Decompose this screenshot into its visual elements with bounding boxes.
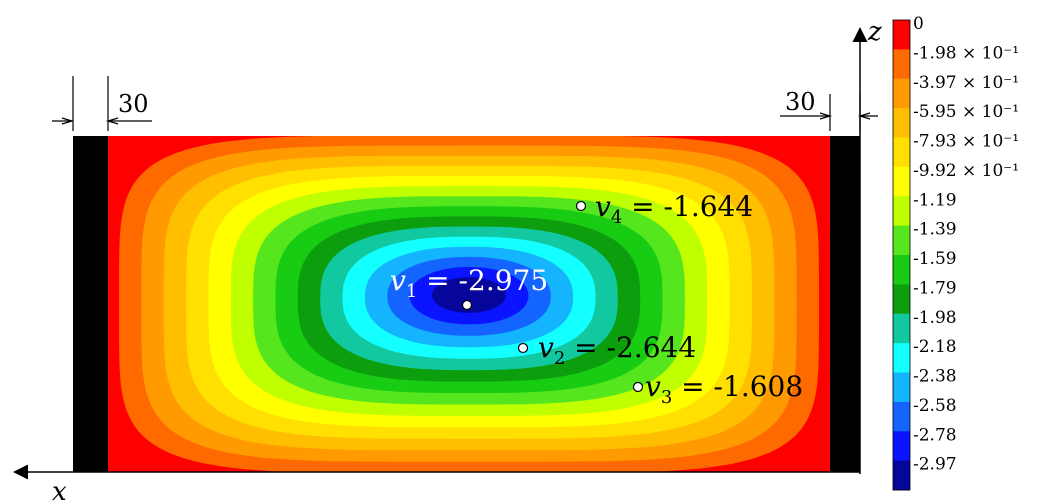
colorbar-swatch: [893, 196, 910, 227]
x-axis-label: x: [52, 477, 67, 503]
dimension-marks: [52, 76, 878, 131]
colorbar-swatch: [893, 255, 910, 285]
colorbar-swatch: [893, 137, 910, 168]
colorbar-swatch: [893, 108, 910, 138]
annotation-point-1: [461, 299, 473, 311]
colorbar-tick-label: -7.93 × 10⁻¹: [913, 132, 1019, 152]
colorbar-tick-label: -1.79: [913, 278, 957, 298]
colorbar: 0 -1.98 × 10⁻¹ -3.97 × 10⁻¹ -5.95 × 10⁻¹ -7.…: [892, 14, 1019, 491]
contour-bands: [108, 136, 830, 472]
colorbar-tick-label: -3.97 × 10⁻¹: [913, 73, 1019, 93]
left-boundary-strip: [73, 136, 108, 472]
annotation-point-4: [575, 200, 587, 212]
annotation-label-3: v3 = -1.608: [645, 370, 803, 408]
coordinate-axes: [12, 27, 868, 480]
annotation-point-2: [517, 342, 529, 354]
contour-band-15: [432, 277, 506, 313]
colorbar-swatch: [893, 460, 910, 491]
colorbar-swatch: [893, 431, 910, 462]
colorbar-tick-label: -1.98: [913, 308, 957, 328]
colorbar-tick-label: -1.39: [913, 220, 957, 240]
left-dimension-label: 30: [118, 90, 149, 118]
colorbar-swatch: [893, 49, 910, 80]
z-axis-label: z: [867, 17, 882, 47]
colorbar-tick-label: -2.18: [913, 337, 957, 357]
right-dimension-label: 30: [785, 88, 816, 116]
colorbar-tick-label: -1.19: [913, 190, 957, 210]
annotation-label-2: v2 = -2.644: [538, 331, 696, 369]
colorbar-swatch: [893, 313, 910, 344]
annotation-label-4: v4 = -1.644: [595, 190, 753, 228]
colorbar-tick-label: -1.98 × 10⁻¹: [913, 43, 1019, 63]
right-boundary-strip: [830, 136, 860, 472]
colorbar-tick-label: -2.38: [913, 367, 957, 387]
colorbar-swatch: [893, 166, 910, 197]
colorbar-tick-label: -9.92 × 10⁻¹: [913, 161, 1019, 181]
colorbar-border: [892, 19, 911, 491]
colorbar-swatch: [893, 225, 910, 256]
colorbar-swatch: [893, 78, 910, 109]
colorbar-swatch: [893, 343, 910, 373]
colorbar-tick-label: -1.59: [913, 249, 957, 269]
colorbar-tick-label: -2.97: [913, 455, 957, 475]
colorbar-swatch: [893, 401, 910, 432]
colorbar-tick-label: -2.58: [913, 396, 957, 416]
annotation-label-1: v1 = -2.975: [390, 264, 548, 302]
annotation-point-3: [632, 381, 644, 393]
colorbar-swatch: [893, 372, 910, 403]
colorbar-tick-label: -2.78: [913, 425, 957, 445]
colorbar-swatch: [893, 284, 910, 315]
colorbar-tick-label: -5.95 × 10⁻¹: [913, 102, 1019, 122]
colorbar-swatch: [893, 20, 910, 50]
colorbar-tick-label: 0: [913, 14, 924, 34]
